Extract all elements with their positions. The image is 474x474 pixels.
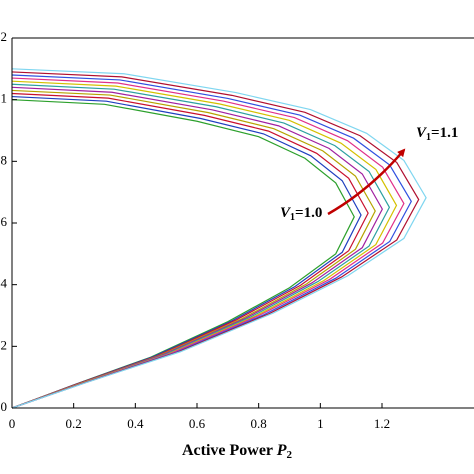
x-axis-label: Active Power P2 bbox=[182, 442, 293, 461]
x-tick-label: 1 bbox=[317, 416, 324, 431]
annotation-subscript: 1 bbox=[426, 132, 431, 143]
x-tick-label: 0.6 bbox=[189, 416, 206, 431]
annotation-text: =1.0 bbox=[295, 205, 322, 221]
annotation: V1=1.1 bbox=[416, 125, 458, 143]
y-tick-label: 0.6 bbox=[0, 214, 8, 229]
arrow bbox=[327, 148, 406, 216]
y-tick-label: 1 bbox=[1, 91, 8, 106]
y-tick-label: 0 bbox=[1, 399, 8, 414]
x-tick-label: 0.2 bbox=[66, 416, 82, 431]
data-line bbox=[11, 95, 362, 409]
x-label-symbol: P bbox=[276, 442, 287, 459]
y-tick-label: 0.8 bbox=[0, 152, 7, 167]
x-tick-label: 0 bbox=[9, 416, 16, 431]
annotation-text: =1.1 bbox=[431, 125, 458, 141]
annotation-symbol: V bbox=[416, 125, 428, 141]
annotation: V1=1.0 bbox=[280, 205, 322, 223]
data-line bbox=[11, 86, 383, 409]
annotation-subscript: 1 bbox=[290, 212, 295, 223]
x-tick-label: 0.8 bbox=[251, 416, 267, 431]
annotation-symbol: V bbox=[280, 205, 292, 221]
x-label-text: Active Power bbox=[182, 442, 273, 459]
y-tick-label: 0.2 bbox=[0, 337, 7, 352]
x-tick-label: 0.4 bbox=[127, 416, 144, 431]
data-line bbox=[11, 77, 405, 409]
y-tick-label: 0.4 bbox=[0, 276, 8, 291]
y-tick-label: 1.2 bbox=[0, 29, 7, 44]
x-tick-label: 1.2 bbox=[374, 416, 390, 431]
data-line bbox=[11, 68, 427, 409]
x-label-subscript: 2 bbox=[287, 449, 293, 461]
